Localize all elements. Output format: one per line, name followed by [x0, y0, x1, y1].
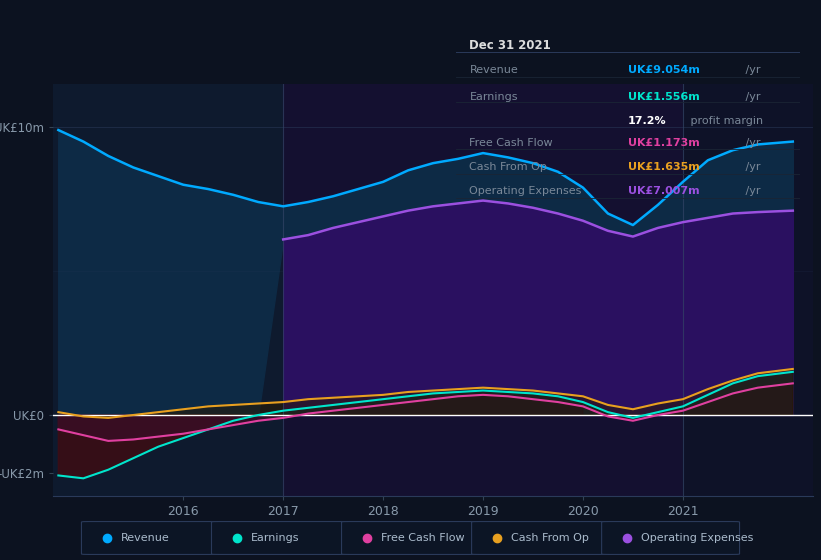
Text: Revenue: Revenue	[121, 533, 170, 543]
Text: /yr: /yr	[742, 162, 760, 172]
Text: UK£1.556m: UK£1.556m	[628, 92, 699, 102]
FancyBboxPatch shape	[602, 521, 740, 554]
FancyBboxPatch shape	[212, 521, 350, 554]
Text: Earnings: Earnings	[251, 533, 300, 543]
Text: Operating Expenses: Operating Expenses	[641, 533, 754, 543]
FancyBboxPatch shape	[81, 521, 219, 554]
Text: profit margin: profit margin	[686, 116, 763, 125]
Text: Free Cash Flow: Free Cash Flow	[381, 533, 465, 543]
Text: /yr: /yr	[742, 186, 760, 196]
Text: UK£1.635m: UK£1.635m	[628, 162, 699, 172]
Text: Earnings: Earnings	[470, 92, 518, 102]
Text: /yr: /yr	[742, 65, 760, 75]
FancyBboxPatch shape	[342, 521, 479, 554]
Bar	[53, 84, 283, 496]
Text: Revenue: Revenue	[470, 65, 518, 75]
FancyBboxPatch shape	[471, 521, 609, 554]
Text: /yr: /yr	[742, 92, 760, 102]
Text: Dec 31 2021: Dec 31 2021	[470, 39, 551, 52]
Text: /yr: /yr	[742, 138, 760, 147]
Text: Cash From Op: Cash From Op	[470, 162, 548, 172]
Text: Cash From Op: Cash From Op	[511, 533, 589, 543]
Text: Operating Expenses: Operating Expenses	[470, 186, 582, 196]
Text: UK£9.054m: UK£9.054m	[628, 65, 700, 75]
Text: UK£1.173m: UK£1.173m	[628, 138, 699, 147]
Bar	[283, 84, 683, 496]
Text: UK£7.007m: UK£7.007m	[628, 186, 699, 196]
Text: Free Cash Flow: Free Cash Flow	[470, 138, 553, 147]
Text: 17.2%: 17.2%	[628, 116, 667, 125]
Bar	[683, 84, 813, 496]
